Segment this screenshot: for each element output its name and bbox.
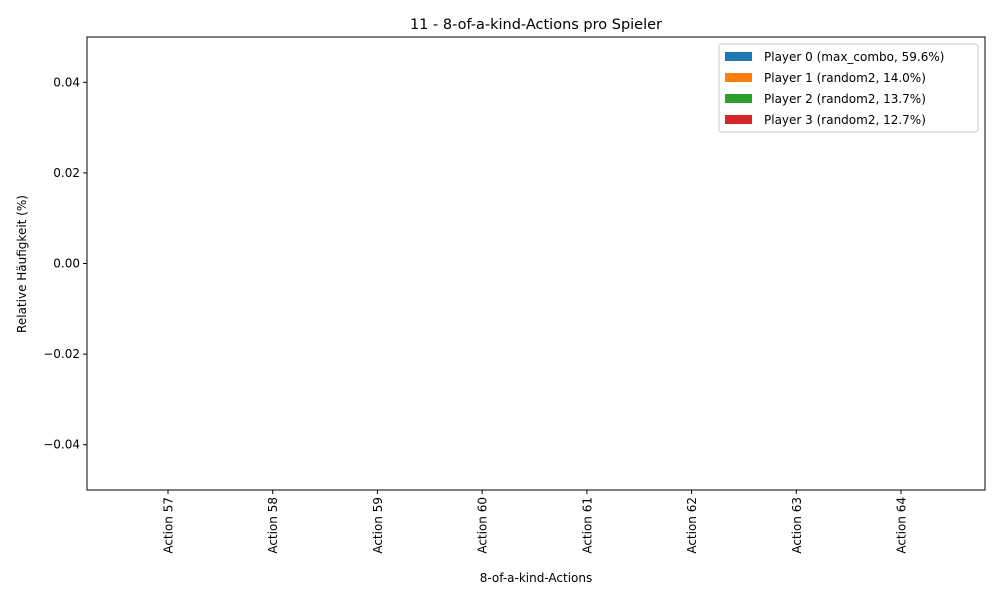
y-tick-label: −0.04 [43,438,80,452]
chart-title: 11 - 8-of-a-kind-Actions pro Spieler [410,17,662,33]
legend-label: Player 0 (max_combo, 59.6%) [764,50,944,64]
x-tick-label: Action 64 [895,497,909,554]
y-axis-label: Relative Häufigkeit (%) [15,195,29,333]
legend-label: Player 3 (random2, 12.7%) [764,113,926,127]
y-tick-label: 0.04 [53,75,80,89]
y-tick-label: 0.02 [53,166,80,180]
legend-swatch [725,115,752,124]
x-axis: Action 57 Action 58 Action 59 Action 60 Acti… [162,490,909,554]
y-tick-label: 0.00 [53,257,80,271]
legend-swatch [725,73,752,82]
legend-box [718,43,979,133]
x-tick-label: Action 61 [580,497,594,554]
x-tick-label: Action 59 [371,497,385,554]
x-tick-label: Action 63 [790,497,804,554]
y-tick-label: −0.02 [43,347,80,361]
x-tick-label: Action 58 [266,497,280,554]
y-axis: −0.04 −0.02 0.00 0.02 0.04 [43,75,87,452]
legend: Player 0 (max_combo, 59.6%) Player 1 (ran… [718,43,979,133]
x-tick-label: Action 60 [476,497,490,554]
legend-label: Player 2 (random2, 13.7%) [764,92,926,106]
x-tick-label: Action 57 [162,497,176,554]
legend-label: Player 1 (random2, 14.0%) [764,71,926,85]
legend-swatch [725,52,752,61]
legend-swatch [725,94,752,103]
x-tick-label: Action 62 [685,497,699,554]
x-axis-label: 8-of-a-kind-Actions [480,571,593,585]
